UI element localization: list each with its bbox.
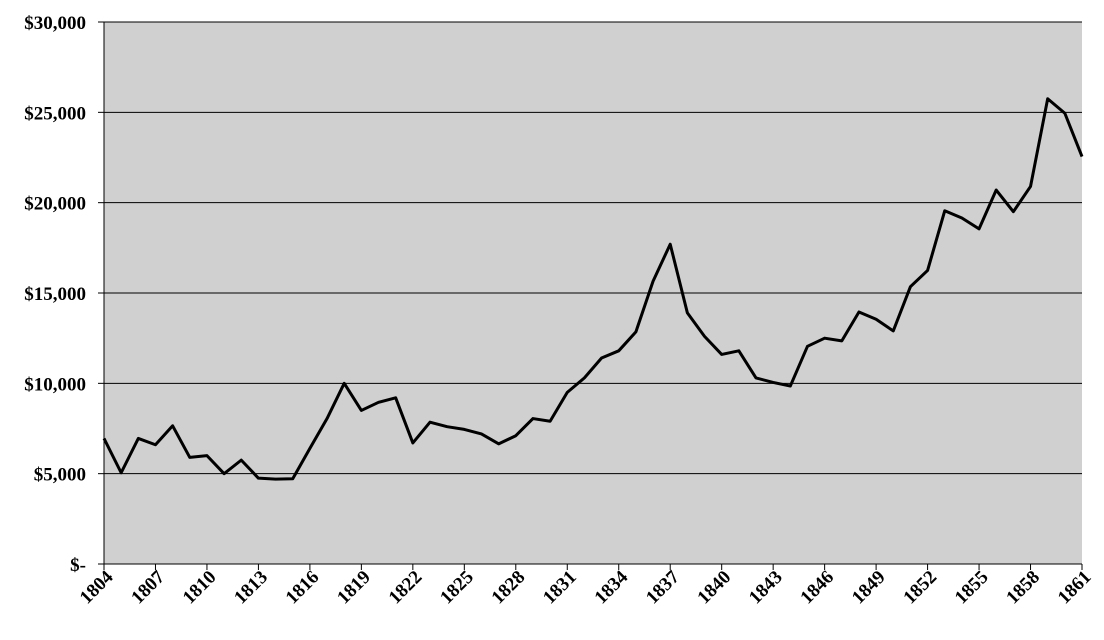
x-tick-label: 1849 xyxy=(848,567,890,609)
x-tick-label: 1837 xyxy=(642,566,684,608)
x-tick-label: 1822 xyxy=(385,567,427,609)
x-tick-label: 1831 xyxy=(539,567,581,609)
y-tick-label: $15,000 xyxy=(24,284,86,305)
y-tick-label: $- xyxy=(70,555,86,576)
x-tick-label: 1840 xyxy=(694,567,736,609)
x-tick-label: 1825 xyxy=(436,567,478,609)
x-tick-label: 1834 xyxy=(591,566,633,608)
x-tick-label: 1828 xyxy=(488,567,530,609)
line xyxy=(102,97,1084,481)
x-tick-label: 1858 xyxy=(1002,567,1044,609)
y-tick-label: $20,000 xyxy=(24,194,86,215)
x-tick-label: 1846 xyxy=(796,567,838,609)
x-tick-label: 1810 xyxy=(179,567,221,609)
y-tick-label: $30,000 xyxy=(24,13,86,34)
x-tick-label: 1843 xyxy=(745,567,787,609)
x-tick-label: 1816 xyxy=(282,567,324,609)
y-tick-label: $10,000 xyxy=(24,374,86,395)
y-tick-label: $25,000 xyxy=(24,103,86,124)
y-tick-label: $5,000 xyxy=(34,465,86,486)
x-tick-label: 1807 xyxy=(127,566,169,608)
x-tick-label: 1861 xyxy=(1054,567,1096,609)
x-tick-label: 1852 xyxy=(899,567,941,609)
x-tick-label: 1819 xyxy=(333,567,375,609)
x-tick-label: 1813 xyxy=(230,567,272,609)
x-tick-label: 1855 xyxy=(951,567,993,609)
